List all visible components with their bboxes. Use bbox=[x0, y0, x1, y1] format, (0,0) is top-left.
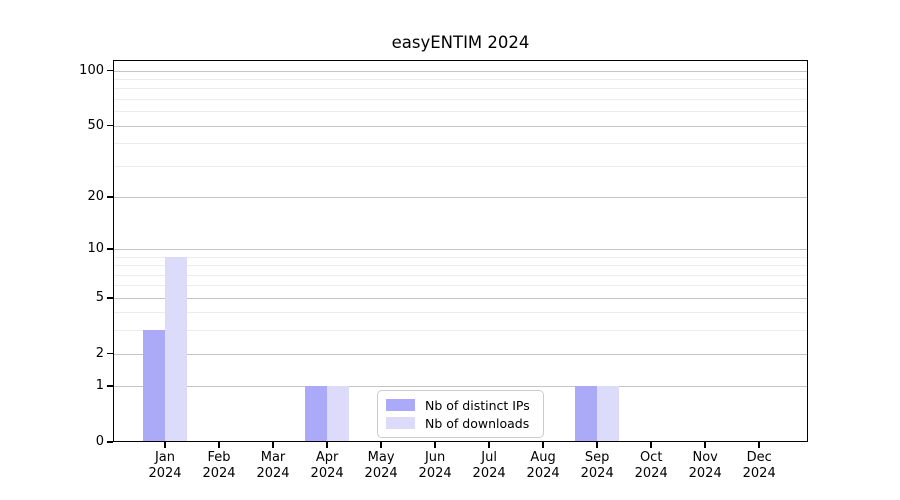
bar-downloads bbox=[327, 386, 350, 442]
x-tick-mark bbox=[326, 442, 328, 448]
x-tick-label-year: 2024 bbox=[256, 466, 290, 481]
bar-distinct-ips bbox=[143, 330, 165, 442]
x-tick-mark bbox=[488, 442, 490, 448]
legend: Nb of distinct IPs Nb of downloads bbox=[377, 390, 544, 438]
gridline-major bbox=[113, 353, 808, 355]
legend-item-distinct-ips: Nb of distinct IPs bbox=[386, 398, 535, 413]
gridline-minor bbox=[113, 111, 808, 113]
x-tick-label-year: 2024 bbox=[526, 466, 560, 481]
gridline-major bbox=[113, 297, 808, 299]
x-tick-label-month: Apr bbox=[315, 450, 339, 465]
y-tick-mark bbox=[107, 352, 113, 355]
x-tick-mark bbox=[704, 442, 706, 448]
x-tick-label-year: 2024 bbox=[742, 466, 776, 481]
y-tick-mark bbox=[107, 69, 113, 72]
x-tick-label: May 2024 bbox=[349, 450, 413, 482]
x-tick-label-month: Sep bbox=[584, 450, 610, 465]
x-tick-mark bbox=[272, 442, 274, 448]
gridline-major bbox=[113, 70, 808, 72]
gridline-minor bbox=[113, 88, 808, 90]
plot-area bbox=[113, 60, 808, 442]
gridline-major bbox=[113, 125, 808, 127]
x-tick-mark bbox=[434, 442, 436, 448]
y-tick-mark bbox=[107, 248, 113, 250]
x-tick-label-year: 2024 bbox=[310, 466, 344, 481]
x-tick-label: Jan 2024 bbox=[133, 450, 197, 482]
x-tick-label-year: 2024 bbox=[634, 466, 668, 481]
x-tick-label: Oct 2024 bbox=[619, 450, 683, 482]
gridline-minor bbox=[113, 265, 808, 267]
gridline-major bbox=[113, 249, 808, 250]
gridline-major bbox=[113, 386, 808, 388]
x-tick-label-year: 2024 bbox=[418, 466, 452, 481]
gridline-minor bbox=[113, 312, 808, 314]
x-tick-label: Sep 2024 bbox=[565, 450, 629, 482]
y-tick-mark bbox=[107, 441, 113, 443]
bar-distinct-ips bbox=[575, 386, 598, 442]
legend-swatch-downloads bbox=[386, 417, 415, 429]
x-tick-mark bbox=[596, 442, 598, 448]
x-tick-label-month: Oct bbox=[639, 450, 663, 465]
x-tick-label: Jun 2024 bbox=[403, 450, 467, 482]
chart-title: easyENTIM 2024 bbox=[391, 33, 530, 52]
gridline-minor bbox=[113, 256, 808, 258]
x-tick-mark bbox=[650, 442, 652, 448]
gridline-major bbox=[113, 196, 808, 198]
x-tick-label: Mar 2024 bbox=[241, 450, 305, 482]
x-tick-label: Nov 2024 bbox=[673, 450, 737, 482]
x-tick-label: Apr 2024 bbox=[295, 450, 359, 482]
x-tick-label-year: 2024 bbox=[688, 466, 722, 481]
y-tick-label: 5 bbox=[95, 289, 104, 305]
x-tick-label-month: May bbox=[367, 450, 395, 465]
x-tick-label-month: Jun bbox=[424, 450, 446, 465]
x-tick-label-month: Aug bbox=[530, 450, 556, 465]
bar-distinct-ips bbox=[305, 386, 328, 442]
x-tick-label-year: 2024 bbox=[472, 466, 506, 481]
x-tick-mark bbox=[542, 442, 544, 448]
gridline-minor bbox=[113, 274, 808, 276]
x-tick-label: Jul 2024 bbox=[457, 450, 521, 482]
legend-label-downloads: Nb of downloads bbox=[425, 415, 530, 431]
y-tick-label: 100 bbox=[79, 62, 104, 78]
x-tick-label-year: 2024 bbox=[202, 466, 236, 481]
y-tick-mark bbox=[107, 297, 113, 299]
x-tick-mark bbox=[758, 442, 760, 448]
bar-downloads bbox=[597, 386, 620, 442]
y-tick-label: 0 bbox=[95, 434, 104, 449]
gridline-minor bbox=[113, 165, 808, 167]
gridline-minor bbox=[113, 285, 808, 287]
x-tick-label-month: Mar bbox=[260, 450, 286, 465]
x-tick-label: Aug 2024 bbox=[511, 450, 575, 482]
y-tick-mark bbox=[107, 196, 113, 198]
y-tick-label: 10 bbox=[87, 241, 104, 256]
x-tick-label: Feb 2024 bbox=[187, 450, 251, 482]
gridline-minor bbox=[113, 330, 808, 332]
y-tick-label: 50 bbox=[87, 117, 104, 133]
gridline-minor bbox=[113, 78, 808, 80]
gridline-minor bbox=[113, 143, 808, 145]
legend-item-downloads: Nb of downloads bbox=[386, 416, 535, 431]
y-tick-mark bbox=[107, 385, 113, 387]
x-tick-label-month: Dec bbox=[746, 450, 772, 465]
x-tick-mark bbox=[380, 442, 382, 448]
bar-downloads bbox=[165, 256, 187, 442]
x-tick-mark bbox=[218, 442, 220, 448]
x-tick-label-month: Jan bbox=[154, 450, 176, 465]
x-tick-label-month: Feb bbox=[207, 450, 231, 465]
x-tick-label-month: Nov bbox=[692, 450, 718, 465]
y-tick-label: 20 bbox=[87, 188, 104, 204]
y-tick-label: 2 bbox=[95, 345, 104, 361]
x-tick-label-year: 2024 bbox=[580, 466, 614, 481]
legend-swatch-distinct-ips bbox=[386, 399, 415, 411]
y-tick-label: 1 bbox=[95, 378, 104, 394]
legend-label-distinct-ips: Nb of distinct IPs bbox=[425, 397, 530, 413]
x-tick-label: Dec 2024 bbox=[727, 450, 791, 482]
y-tick-mark bbox=[107, 124, 113, 127]
x-tick-label-year: 2024 bbox=[148, 466, 182, 481]
gridline-minor bbox=[113, 98, 808, 100]
x-tick-label-year: 2024 bbox=[364, 466, 398, 481]
x-tick-mark bbox=[164, 442, 166, 448]
x-tick-label-month: Jul bbox=[481, 450, 497, 465]
